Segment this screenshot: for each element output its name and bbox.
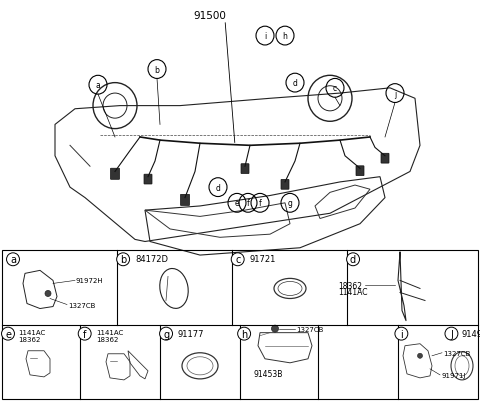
Text: a: a bbox=[96, 81, 100, 90]
Text: 18362: 18362 bbox=[18, 336, 40, 342]
FancyBboxPatch shape bbox=[110, 169, 120, 180]
FancyBboxPatch shape bbox=[381, 154, 389, 164]
Text: 91500: 91500 bbox=[193, 11, 227, 20]
Text: i: i bbox=[400, 329, 403, 339]
Text: e: e bbox=[5, 329, 11, 339]
Text: c: c bbox=[333, 84, 337, 93]
Text: 18362: 18362 bbox=[338, 281, 362, 290]
Text: 91972H: 91972H bbox=[76, 278, 104, 284]
Text: d: d bbox=[216, 183, 220, 192]
FancyBboxPatch shape bbox=[281, 180, 289, 190]
Text: f: f bbox=[259, 199, 262, 208]
Text: 84172D: 84172D bbox=[135, 255, 168, 263]
Text: d: d bbox=[350, 255, 356, 265]
FancyBboxPatch shape bbox=[180, 195, 190, 206]
Text: c: c bbox=[235, 255, 240, 265]
Text: g: g bbox=[163, 329, 169, 339]
Text: j: j bbox=[394, 89, 396, 98]
Text: J: J bbox=[450, 329, 453, 339]
Text: 1141AC: 1141AC bbox=[18, 329, 45, 335]
Text: 1141AC: 1141AC bbox=[338, 287, 368, 296]
Text: d: d bbox=[293, 79, 298, 88]
Text: 91492: 91492 bbox=[462, 329, 480, 338]
Text: 1327CB: 1327CB bbox=[68, 302, 96, 308]
FancyBboxPatch shape bbox=[144, 175, 152, 184]
Text: 1141AC: 1141AC bbox=[96, 329, 123, 335]
FancyBboxPatch shape bbox=[356, 166, 364, 176]
Text: f: f bbox=[83, 329, 86, 339]
Text: i: i bbox=[264, 32, 266, 41]
FancyBboxPatch shape bbox=[241, 164, 249, 174]
Text: a: a bbox=[10, 255, 16, 265]
Text: 1327CB: 1327CB bbox=[296, 326, 324, 332]
Text: 91453B: 91453B bbox=[253, 369, 283, 378]
Text: b: b bbox=[155, 65, 159, 74]
Text: 91721: 91721 bbox=[250, 255, 276, 263]
Text: 91177: 91177 bbox=[178, 329, 204, 338]
Text: h: h bbox=[283, 32, 288, 41]
Text: g: g bbox=[288, 199, 292, 208]
Text: 18362: 18362 bbox=[96, 336, 119, 342]
Circle shape bbox=[272, 325, 278, 332]
Text: h: h bbox=[241, 329, 247, 339]
Text: f: f bbox=[247, 199, 250, 208]
Circle shape bbox=[418, 353, 422, 358]
Text: 91971J: 91971J bbox=[441, 372, 466, 378]
Circle shape bbox=[45, 291, 51, 297]
Text: e: e bbox=[235, 199, 240, 208]
Text: 1327CB: 1327CB bbox=[443, 350, 470, 356]
Text: b: b bbox=[120, 255, 126, 265]
